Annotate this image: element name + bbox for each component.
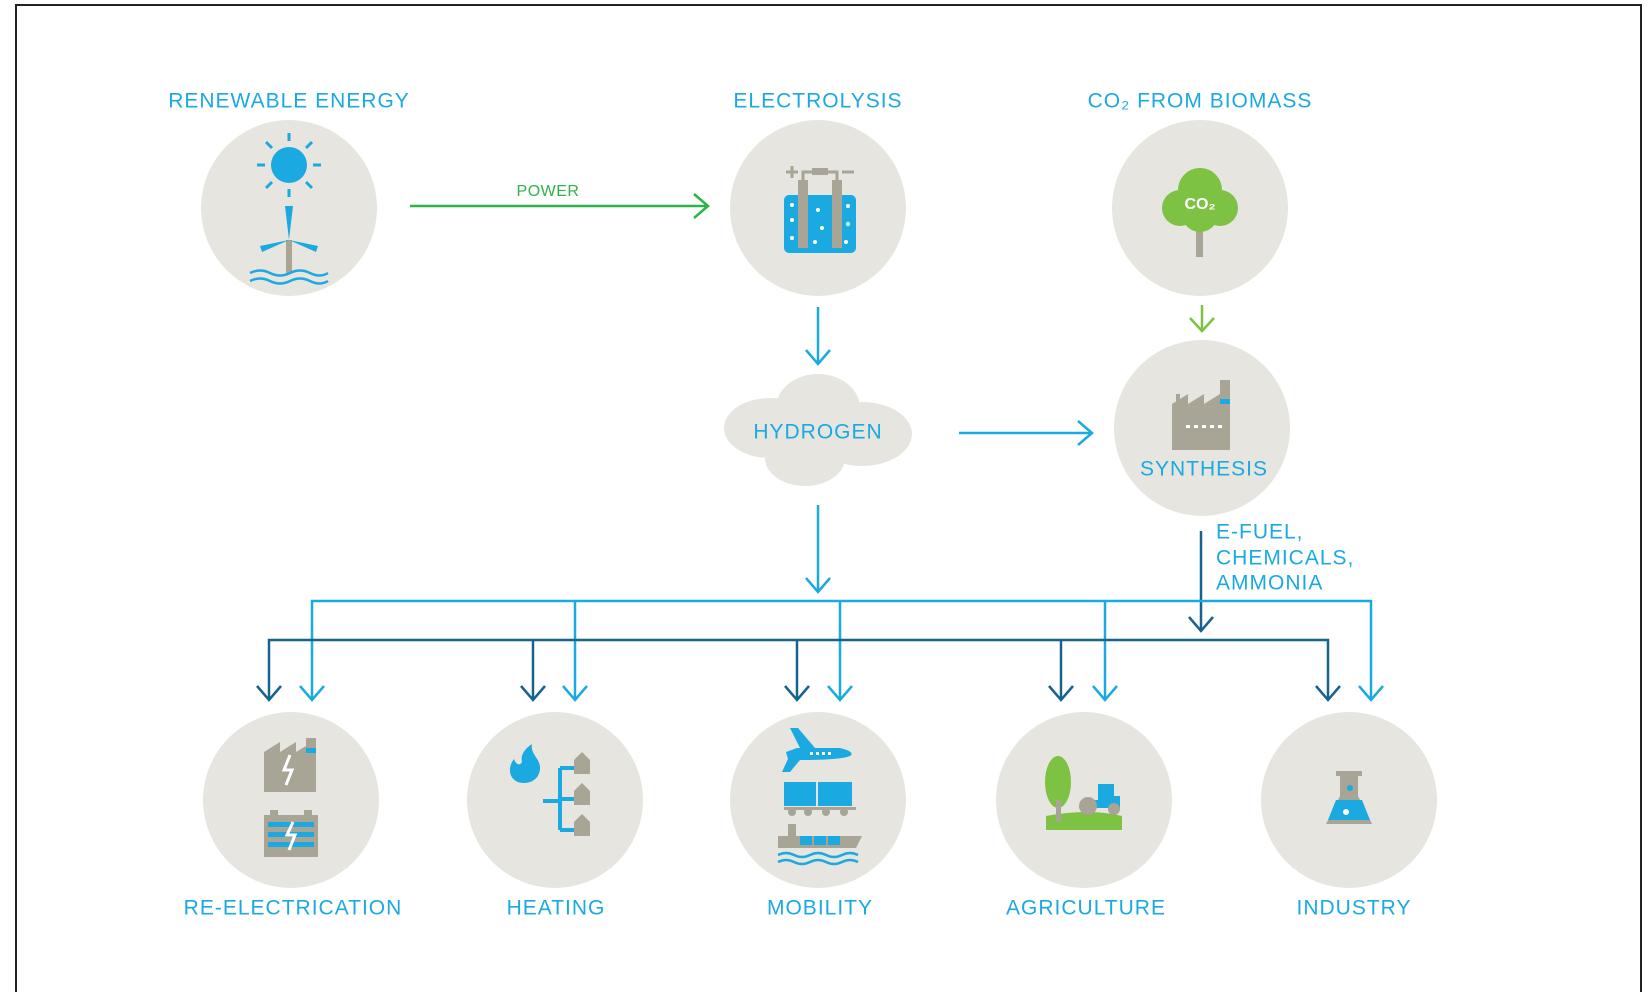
- factory-icon-part-part: [1210, 425, 1214, 428]
- node-label: RENEWABLE ENERGY: [168, 90, 410, 113]
- electrolysis-icon-part-part: [790, 203, 794, 207]
- electrolysis-icon-part: [812, 168, 828, 175]
- factory-icon-part-part: [1194, 425, 1198, 428]
- node-label: INDUSTRY: [1297, 897, 1412, 920]
- mobility-icon-part: [800, 836, 840, 845]
- node-label: SYNTHESIS: [1140, 458, 1268, 481]
- industry-icon-part: [1343, 809, 1349, 815]
- mobility-icon-part: [784, 782, 816, 806]
- electrolysis-icon-part-part: [846, 204, 850, 208]
- agriculture-icon-part: [1108, 803, 1120, 815]
- re-electrication-icon-part: [270, 810, 278, 816]
- edge-label: POWER: [517, 183, 580, 200]
- node-label: ELECTROLYSIS: [733, 90, 902, 113]
- electrolysis-icon-part-part: [790, 218, 794, 222]
- mobility-icon-part-part: [804, 808, 812, 816]
- mobility-icon-part-part: [822, 752, 825, 755]
- electrolysis-icon-part-part: [790, 236, 794, 240]
- mobility-icon-part-part: [822, 808, 830, 816]
- mobility-icon-part-part: [828, 752, 831, 755]
- node-label: MOBILITY: [767, 897, 873, 920]
- electrolysis-icon-part-part: [813, 240, 817, 244]
- electrolysis-icon-part-part: [846, 222, 850, 226]
- electrolysis-icon-part: [798, 180, 808, 248]
- factory-icon-part-part: [1186, 425, 1190, 428]
- edge-label: CHEMICALS,: [1216, 547, 1354, 570]
- electrolysis-icon-part: [832, 180, 842, 248]
- arrows-part: [312, 601, 1371, 700]
- industry-icon-part: [1336, 771, 1362, 776]
- industry-icon-part: [1347, 785, 1353, 791]
- mobility-icon-part-part: [810, 752, 813, 755]
- diagram: RENEWABLE ENERGY ELECTROLYSIS CO₂ FROM B…: [0, 0, 1650, 992]
- re-electrication-icon-part: [306, 748, 316, 753]
- edge-label: AMMONIA: [1216, 572, 1323, 595]
- mobility-icon-part-part: [840, 808, 848, 816]
- electrolysis-icon-part: [784, 195, 856, 253]
- electrolysis-icon-part-part: [820, 226, 824, 230]
- factory-icon-part: [1220, 399, 1230, 404]
- re-electrication-icon-part: [304, 810, 312, 816]
- sun-wind-icon-part: [286, 240, 292, 274]
- electrolysis-icon-part-part: [844, 240, 848, 244]
- mobility-icon-part-part: [788, 808, 796, 816]
- agriculture-icon-part: [1056, 800, 1061, 822]
- heating-icon-part: [574, 752, 590, 836]
- factory-icon-part-part: [1202, 425, 1206, 428]
- sun-wind-icon-part: [271, 147, 307, 183]
- node-label: CO₂ FROM BIOMASS: [1088, 90, 1313, 113]
- icon-text: CO₂: [1184, 196, 1215, 213]
- mobility-icon-part-part: [814, 836, 826, 845]
- mobility-icon-part: [818, 782, 852, 806]
- node-label: AGRICULTURE: [1006, 897, 1166, 920]
- mobility-icon-part-part: [816, 752, 819, 755]
- node-circles-part: [203, 712, 379, 888]
- electrolysis-icon-part-part: [816, 208, 820, 212]
- mobility-icon-part-part: [828, 836, 840, 845]
- node-label: HEATING: [507, 897, 606, 920]
- mobility-icon-part-part: [800, 836, 812, 845]
- factory-icon-part-part: [1218, 425, 1222, 428]
- agriculture-icon-part: [1079, 797, 1097, 815]
- node-label: HYDROGEN: [753, 421, 882, 444]
- edge-label: E-FUEL,: [1216, 521, 1304, 544]
- node-label: RE-ELECTRICATION: [184, 897, 403, 920]
- arrows-part: [269, 640, 1328, 700]
